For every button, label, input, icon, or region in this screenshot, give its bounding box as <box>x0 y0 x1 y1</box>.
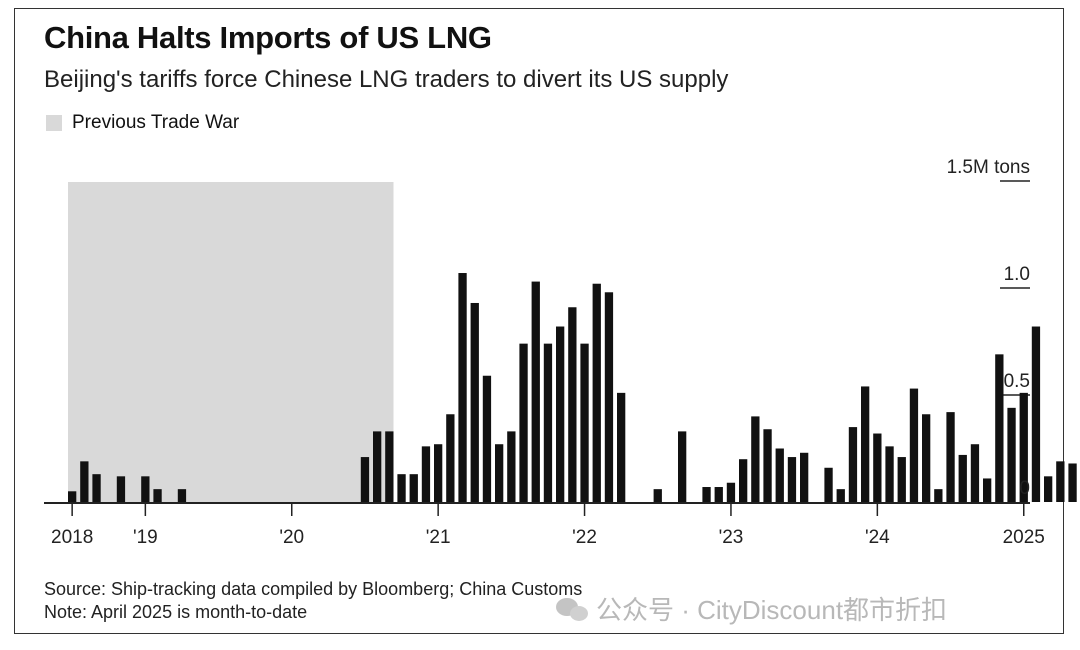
bar <box>873 433 882 502</box>
bar <box>983 478 992 502</box>
bar <box>909 388 919 502</box>
bar <box>726 482 736 502</box>
x-tick-label: '23 <box>719 527 744 548</box>
bar <box>458 273 467 502</box>
x-tick-label: '20 <box>279 527 304 548</box>
y-tick-label: 0.5 <box>1004 371 1030 392</box>
bar <box>116 476 126 502</box>
bar <box>568 307 577 502</box>
bar <box>861 386 870 502</box>
bar <box>397 474 406 502</box>
bar <box>751 416 760 502</box>
bar <box>531 281 540 502</box>
shaded-previous-trade-war <box>68 182 394 502</box>
bar <box>495 444 504 502</box>
bar <box>507 431 516 502</box>
y-tick-label: 0 <box>1019 478 1030 499</box>
bar <box>1044 476 1053 502</box>
bar <box>470 302 479 502</box>
bar <box>1007 407 1016 502</box>
bar <box>653 489 662 502</box>
chart-frame <box>14 8 1064 634</box>
bar <box>141 476 150 502</box>
x-tick-label: 2018 <box>51 527 93 548</box>
bar <box>80 461 89 502</box>
y-tick-label: 1.5M tons <box>947 157 1030 178</box>
bar <box>714 487 723 502</box>
bar <box>836 489 845 502</box>
bar <box>1056 461 1065 502</box>
legend: Previous Trade War <box>46 112 239 134</box>
bar <box>373 431 382 502</box>
month-to-date-note: Note: April 2025 is month-to-date <box>44 602 308 622</box>
bar <box>763 429 772 502</box>
bar <box>434 444 443 502</box>
bar <box>385 431 394 502</box>
bar <box>482 375 492 502</box>
x-tick-label: 2025 <box>1003 527 1045 548</box>
bar <box>800 452 809 502</box>
bar <box>970 444 980 502</box>
bar <box>885 446 894 502</box>
source-note: Source: Ship-tracking data compiled by B… <box>44 579 583 599</box>
bar <box>946 412 955 502</box>
footer: Source: Ship-tracking data compiled by B… <box>44 578 582 624</box>
bar <box>446 414 455 502</box>
bar <box>68 491 77 502</box>
bar <box>360 457 370 502</box>
chart-subtitle: Beijing's tariffs force Chinese LNG trad… <box>44 66 729 93</box>
legend-swatch-previous-trade-war <box>46 115 62 131</box>
x-tick-label: '24 <box>865 527 890 548</box>
watermark: 公众号 · CityDiscount都市折扣 <box>556 590 947 627</box>
legend-label: Previous Trade War <box>72 112 240 133</box>
x-tick-label: '22 <box>572 527 597 548</box>
bar <box>519 343 528 502</box>
bar <box>702 487 711 502</box>
bar <box>543 343 553 502</box>
bar <box>592 283 601 502</box>
x-tick-label: '19 <box>133 527 158 548</box>
wechat-icon <box>556 596 590 622</box>
bar <box>409 474 418 502</box>
bar <box>775 448 784 502</box>
bar <box>824 467 833 502</box>
watermark-text: 公众号 · CityDiscount都市折扣 <box>596 595 948 625</box>
bar <box>958 454 967 502</box>
bar <box>421 446 431 502</box>
bar <box>897 457 906 502</box>
bar <box>177 489 187 502</box>
bar <box>153 489 162 502</box>
bar <box>787 457 797 502</box>
bar <box>556 326 565 502</box>
bar <box>1031 326 1041 502</box>
bar <box>995 354 1004 502</box>
x-tick-label: '21 <box>426 527 451 548</box>
bar <box>678 431 687 502</box>
bar <box>1019 392 1028 502</box>
bar <box>92 474 101 502</box>
bar <box>604 292 614 502</box>
chart-title: China Halts Imports of US LNG <box>44 20 492 55</box>
bar <box>934 489 943 502</box>
bar <box>617 392 626 502</box>
bar <box>739 459 748 502</box>
y-tick-label: 1.0 <box>1004 264 1030 285</box>
bar <box>922 414 931 502</box>
bar <box>580 343 589 502</box>
bar <box>1068 463 1077 502</box>
bar <box>848 427 858 502</box>
